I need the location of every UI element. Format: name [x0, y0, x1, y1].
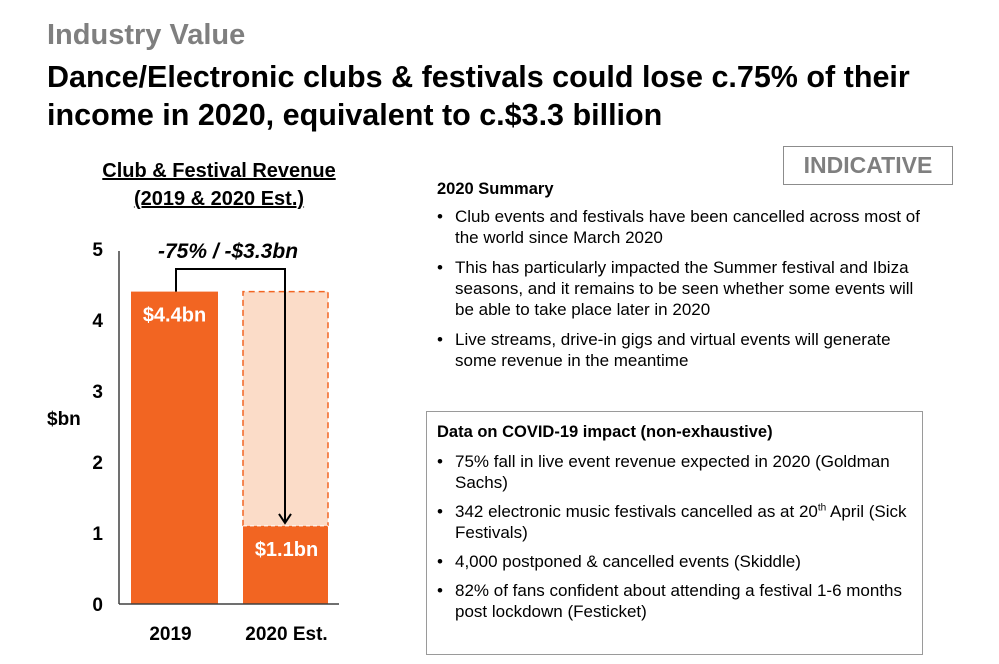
change-bracket — [175, 268, 286, 522]
covid-bullet-list: • 75% fall in live event revenue expected… — [437, 451, 922, 622]
arrow-down-icon — [278, 513, 292, 525]
section-kicker: Industry Value — [47, 19, 246, 51]
bullet-icon: • — [437, 452, 443, 471]
data-label-2019: $4.4bn — [143, 305, 206, 327]
summary-bullet-list: • Club events and festivals have been can… — [437, 206, 927, 371]
covid-data-box: Data on COVID-19 impact (non-exhaustive)… — [426, 411, 923, 655]
bullet-icon: • — [437, 502, 443, 521]
x-tick-label: 2020 Est. — [245, 624, 327, 645]
y-tick-label: 4 — [92, 311, 103, 332]
summary-bullet: • This has particularly impacted the Summ… — [437, 258, 914, 319]
summary-bullet: • Live streams, drive-in gigs and virtual… — [437, 330, 891, 370]
chart-title-line-1: Club & Festival Revenue — [102, 160, 336, 182]
covid-bullet: • 342 electronic music festivals cancelle… — [437, 502, 907, 542]
y-tick-label: 1 — [92, 524, 103, 545]
covid-bullet: • 82% of fans confident about attending a… — [437, 581, 903, 621]
bar-2020-est — [243, 525, 328, 604]
summary-title: 2020 Summary — [437, 180, 554, 198]
chart-title: Club & Festival Revenue (2019 & 2020 Est… — [60, 157, 378, 213]
ordinal-suffix: th — [817, 502, 827, 514]
page-headline: Dance/Electronic clubs & festivals could… — [47, 60, 910, 132]
covid-bullet: • 4,000 postponed & cancelled events (Ski… — [437, 552, 801, 571]
revenue-bar-chart: $4.4bn $1.1bn 0 1 2 3 4 5 $bn 2019 2020 Est. -75% /… — [47, 240, 339, 645]
summary-bullet: • Club events and festivals have been can… — [437, 207, 920, 247]
data-label-2020-est: $1.1bn — [255, 539, 318, 561]
y-axis-label: $bn — [47, 409, 81, 430]
y-tick-label: 5 — [92, 240, 103, 261]
bullet-icon: • — [437, 330, 443, 349]
bullet-icon: • — [437, 258, 443, 277]
indicative-badge: INDICATIVE — [783, 146, 953, 185]
covid-data-title: Data on COVID-19 impact (non-exhaustive) — [437, 423, 773, 441]
bullet-icon: • — [437, 552, 443, 571]
chart-title-line-2: (2019 & 2020 Est.) — [133, 188, 305, 210]
y-tick-label: 2 — [92, 453, 103, 474]
bullet-icon: • — [437, 207, 443, 226]
bar-2019 — [131, 291, 218, 604]
y-tick-label: 3 — [92, 382, 103, 403]
change-annotation: -75% / -$3.3bn — [158, 240, 298, 263]
summary-section: 2020 Summary • Club events and festivals … — [437, 178, 927, 380]
covid-bullet: • 75% fall in live event revenue expected… — [437, 452, 890, 492]
bullet-icon: • — [437, 581, 443, 600]
y-tick-label: 0 — [92, 595, 103, 616]
x-tick-label: 2019 — [149, 624, 191, 645]
